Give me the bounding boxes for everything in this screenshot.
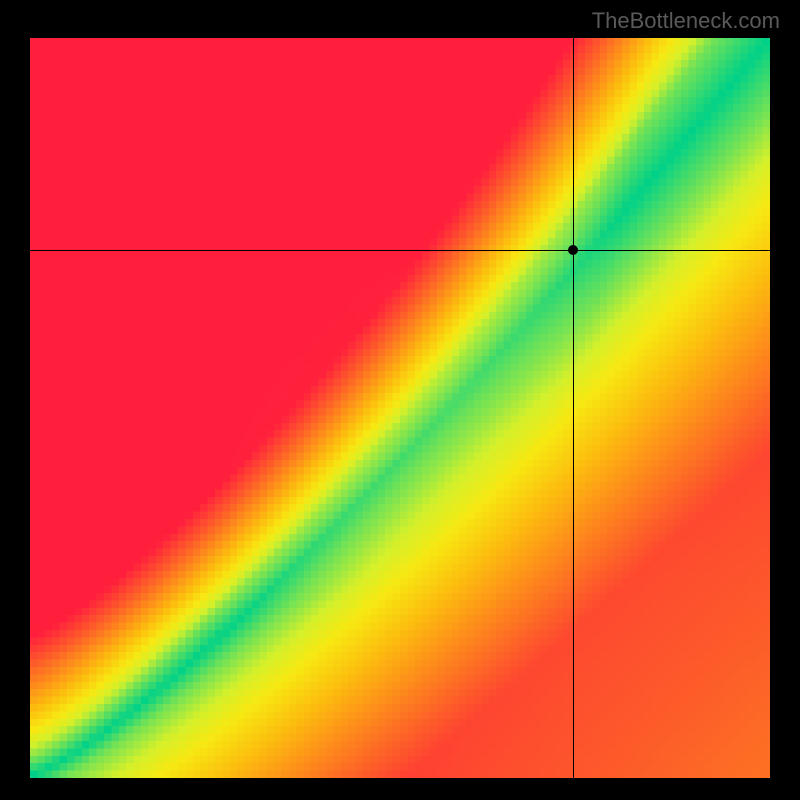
watermark-text: TheBottleneck.com <box>592 8 780 34</box>
crosshair-vertical <box>573 38 574 778</box>
crosshair-horizontal <box>30 250 770 251</box>
heatmap-canvas <box>30 38 770 778</box>
heatmap-plot-area <box>30 38 770 778</box>
crosshair-marker <box>568 245 578 255</box>
